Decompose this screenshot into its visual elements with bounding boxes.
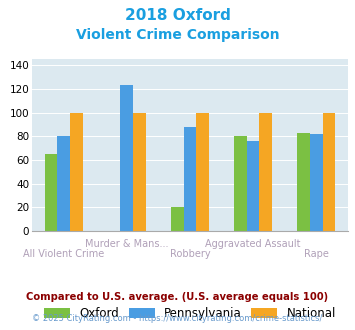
Bar — [260, 113, 272, 231]
Text: Violent Crime Comparison: Violent Crime Comparison — [76, 28, 279, 42]
Text: All Violent Crime: All Violent Crime — [23, 249, 104, 259]
Text: Robbery: Robbery — [170, 249, 210, 259]
Text: © 2025 CityRating.com - https://www.cityrating.com/crime-statistics/: © 2025 CityRating.com - https://www.city… — [32, 314, 323, 323]
Legend: Oxford, Pennsylvania, National: Oxford, Pennsylvania, National — [39, 302, 341, 325]
Bar — [45, 154, 57, 231]
Bar — [196, 113, 209, 231]
Text: Murder & Mans...: Murder & Mans... — [85, 239, 169, 249]
Bar — [310, 134, 323, 231]
Bar — [70, 113, 82, 231]
Bar — [247, 141, 260, 231]
Text: 2018 Oxford: 2018 Oxford — [125, 8, 230, 23]
Text: Aggravated Assault: Aggravated Assault — [205, 239, 301, 249]
Bar — [57, 136, 70, 231]
Bar — [120, 85, 133, 231]
Bar — [171, 207, 184, 231]
Bar — [323, 113, 335, 231]
Bar — [297, 133, 310, 231]
Bar — [133, 113, 146, 231]
Text: Rape: Rape — [304, 249, 329, 259]
Text: Compared to U.S. average. (U.S. average equals 100): Compared to U.S. average. (U.S. average … — [26, 292, 329, 302]
Bar — [184, 127, 196, 231]
Bar — [234, 136, 247, 231]
